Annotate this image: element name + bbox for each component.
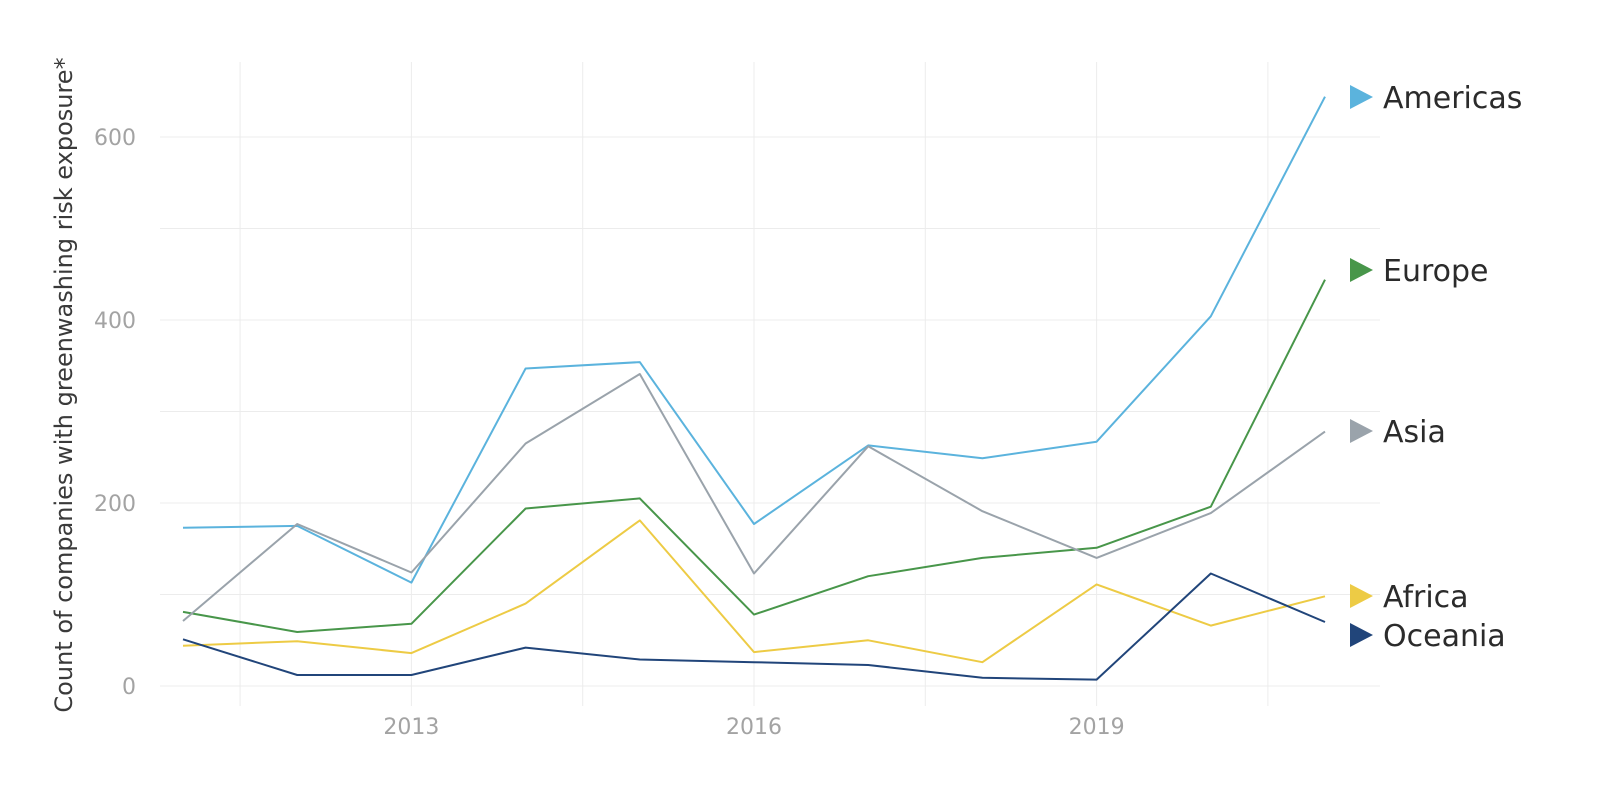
legend-marker-triangle-icon xyxy=(1350,623,1373,647)
legend-label: Europe xyxy=(1383,254,1489,289)
legend-marker-triangle-icon xyxy=(1350,258,1373,282)
x-axis-ticks: 2013 2016 2019 xyxy=(383,715,1124,740)
series-line-oceania xyxy=(182,572,1326,681)
series-line-americas xyxy=(182,96,1326,584)
legend-label: Asia xyxy=(1383,415,1446,450)
legend-label: Americas xyxy=(1383,81,1522,116)
legend-item-africa: Africa xyxy=(1350,580,1469,615)
legend-marker-triangle-icon xyxy=(1350,584,1373,608)
y-tick-label: 400 xyxy=(94,309,136,334)
y-axis-title: Count of companies with greenwashing ris… xyxy=(50,57,78,712)
legend-label: Oceania xyxy=(1383,619,1506,654)
legend-item-oceania: Oceania xyxy=(1350,619,1506,654)
x-tick-label: 2016 xyxy=(726,715,782,740)
legend: Americas Europe Asia Africa Oceania xyxy=(1350,81,1522,654)
y-tick-label: 600 xyxy=(94,126,136,151)
legend-marker-triangle-icon xyxy=(1350,419,1373,443)
series-lines xyxy=(182,96,1326,681)
series-line-europe xyxy=(182,279,1326,633)
x-tick-label: 2019 xyxy=(1069,715,1125,740)
legend-marker-triangle-icon xyxy=(1350,85,1373,109)
y-tick-label: 200 xyxy=(94,492,136,517)
series-line-asia xyxy=(182,373,1326,622)
series-line-africa xyxy=(182,519,1326,664)
x-tick-label: 2013 xyxy=(383,715,439,740)
y-axis-ticks: 0 200 400 600 xyxy=(94,126,136,700)
legend-label: Africa xyxy=(1383,580,1469,615)
legend-item-europe: Europe xyxy=(1350,254,1489,289)
legend-item-asia: Asia xyxy=(1350,415,1446,450)
y-tick-label: 0 xyxy=(122,675,136,700)
legend-item-americas: Americas xyxy=(1350,81,1522,116)
